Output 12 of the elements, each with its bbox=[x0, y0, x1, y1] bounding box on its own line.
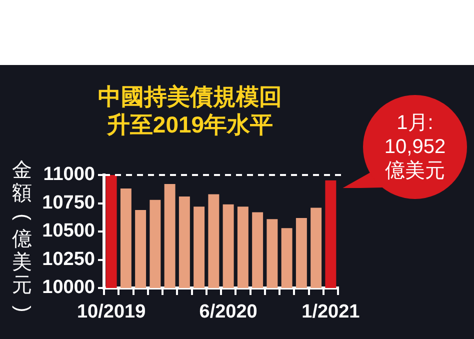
annotation: 1月: 10,952 億美元 bbox=[384, 111, 446, 183]
chart-title: 中國持美債規模回升至2019年水平 bbox=[98, 83, 282, 138]
x-tick-label: 10/2019 bbox=[76, 302, 146, 323]
y-axis-title: 金額(億美元) bbox=[11, 160, 34, 312]
y-tick-label: 11000 bbox=[43, 164, 95, 186]
x-tick-label: 6/2020 bbox=[199, 302, 258, 323]
y-tick-label: 10750 bbox=[42, 192, 95, 214]
y-tick-label: 10500 bbox=[42, 220, 95, 242]
x-tick-label: 1/2021 bbox=[302, 302, 360, 323]
speech-bubble: 1月: 10,952 億美元 bbox=[363, 95, 467, 199]
y-tick-label: 10000 bbox=[42, 277, 95, 298]
y-tick-label: 10250 bbox=[42, 248, 95, 270]
